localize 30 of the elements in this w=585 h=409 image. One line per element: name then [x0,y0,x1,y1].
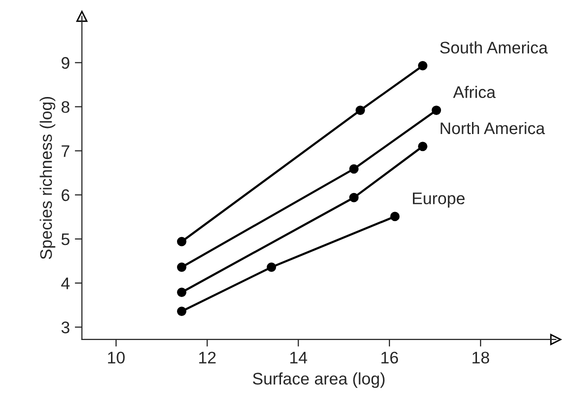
point [176,306,186,316]
x-tick-label: 12 [199,352,216,364]
series-label: South America [440,41,548,54]
y-tick-label: 5 [61,234,70,246]
point [418,61,428,70]
x-tick-label: 16 [381,352,398,364]
x-tick-label: 14 [290,352,308,364]
point [349,164,359,174]
point [176,262,186,272]
y-tick-label: 7 [62,145,70,157]
series-label: Africa [453,86,496,98]
y-tick-label: 6 [62,189,70,202]
point [390,212,400,222]
point [418,142,428,152]
point [432,106,442,115]
y-tick-label: 3 [61,322,70,334]
series-label: Europe [412,192,465,208]
point [266,262,276,272]
point [176,236,186,246]
x-tick-label: 18 [472,352,490,364]
x-axis-title: Surface area (log) [252,372,384,388]
point [349,192,359,202]
point [356,106,365,115]
x-tick-label: 10 [108,352,125,364]
y-tick-label: 4 [61,278,70,290]
y-tick-label: 8 [62,101,70,113]
point [176,288,186,297]
series-label: North America [440,122,545,134]
y-axis-title: Species richness (log) [40,96,56,260]
y-tick-label: 9 [62,57,70,69]
